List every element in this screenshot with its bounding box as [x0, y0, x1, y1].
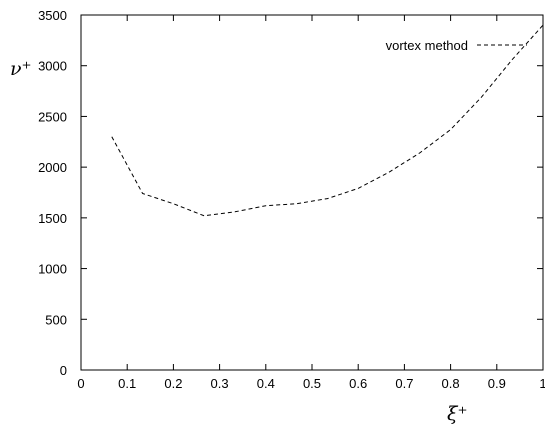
x-axis-label: ξ⁺ [447, 403, 468, 425]
x-tick-label: 0.4 [257, 376, 275, 391]
x-tick-label: 0.6 [349, 376, 367, 391]
y-tick-label: 3500 [38, 8, 67, 23]
x-tick-label: 0.8 [442, 376, 460, 391]
y-tick-label: 2000 [38, 160, 67, 175]
x-tick-label: 0.9 [488, 376, 506, 391]
x-tick-label: 1 [539, 376, 545, 391]
series-line-vortex-method [111, 24, 544, 217]
y-tick-label: 3000 [38, 59, 67, 74]
y-tick-label: 2500 [38, 109, 67, 124]
y-tick-label: 1000 [38, 262, 67, 277]
legend-label: vortex method [386, 38, 468, 53]
x-tick-label: 0.1 [118, 376, 136, 391]
x-tick-label: 0 [77, 376, 84, 391]
y-axis-label: ν⁺ [10, 58, 32, 80]
x-tick-label: 0.2 [164, 376, 182, 391]
y-tick-label: 0 [60, 363, 67, 378]
plot-frame [80, 14, 544, 371]
x-tick-label: 0.7 [395, 376, 413, 391]
tick-labels: 0 0.1 0.2 0.3 0.4 0.5 0.6 0.7 0.8 0.9 1 0 500 1000 150… [38, 8, 545, 391]
legend: vortex method [386, 38, 527, 53]
y-tick-label: 1500 [38, 211, 67, 226]
x-tick-label: 0.3 [211, 376, 229, 391]
x-tick-label: 0.5 [303, 376, 321, 391]
y-tick-label: 500 [45, 312, 67, 327]
ticks [80, 14, 544, 371]
